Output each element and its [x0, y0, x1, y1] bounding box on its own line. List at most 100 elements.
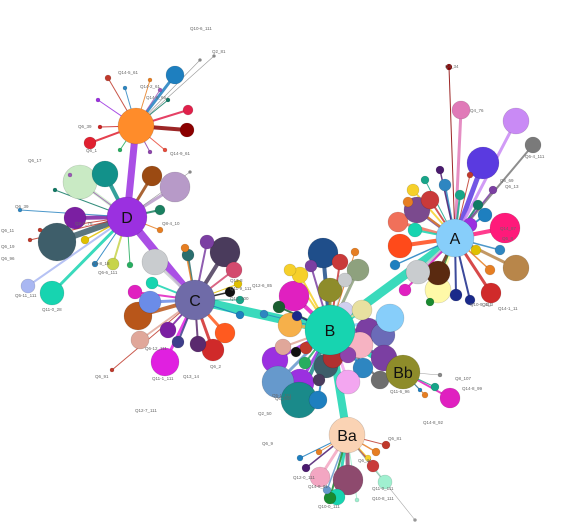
leaf-label: Q14-9_81 [308, 484, 329, 489]
leaf-node-bb [430, 382, 440, 392]
leaf-node-o [165, 65, 185, 85]
leaf-label: Q6_3 [482, 302, 494, 307]
leaf-node-d [39, 280, 65, 306]
leaf-label: Q6_17 [28, 158, 42, 163]
leaf-node-d [27, 237, 33, 243]
leaf-node-c [199, 234, 215, 250]
leaf-label: Q11-9_111 [230, 286, 252, 291]
leaf-label: Q10-0_111 [318, 504, 340, 509]
leaf-node-a [435, 165, 445, 175]
leaf-node-o [165, 97, 171, 103]
leaf-node-d [37, 222, 77, 262]
leaf-node-ba [366, 459, 380, 473]
leaf-node-a [387, 233, 413, 259]
labels-layer: A B Bb Ba C D Q10-6_111 Q2_81 Q14-5_61 Q14-2_61 Q1… [1, 26, 545, 509]
edge-D-leaf [27, 216, 128, 287]
leaf-node-b [331, 253, 349, 271]
leaf-node-a [464, 294, 476, 306]
hub-label-ba: Ba [337, 428, 357, 445]
leaf-label: Q6-6_111 [98, 270, 118, 275]
leaf-node-a [445, 63, 453, 71]
leaf-node-bb [437, 372, 443, 378]
hub-label-bb: Bb [393, 365, 413, 382]
leaf-label: Q5-11_111 [15, 293, 37, 298]
leaf-node-b [375, 303, 405, 333]
leaf-node-d [91, 160, 119, 188]
nodes-layer [17, 54, 542, 522]
leaf-node-a [420, 175, 430, 185]
leaf-node-ba [309, 466, 331, 488]
leaf-node-c [189, 335, 207, 353]
leaf-label: Q6_11 [1, 228, 15, 233]
leaf-label: Q5-1_111 [272, 393, 292, 398]
hub-node-orange [117, 107, 155, 145]
leaf-node-ba [301, 463, 311, 473]
edge-A-leaf [453, 108, 463, 240]
leaf-label: Q6_39 [15, 204, 29, 209]
leaf-label: Q14-8_99 [462, 386, 483, 391]
leaf-node-d [17, 207, 23, 213]
leaf-node-c [235, 310, 245, 320]
leaf-node-ba [364, 454, 372, 462]
leaf-label: Q12-0_111 [293, 475, 315, 480]
leaf-node-o [182, 104, 194, 116]
leaf-node-c [150, 347, 180, 377]
leaf-node-a [477, 207, 493, 223]
leaf-label: Q12-7_111 [135, 408, 157, 413]
leaf-node-ba [377, 474, 393, 490]
leaf-node-a [494, 244, 506, 256]
leaf-node-b [351, 299, 373, 321]
leaf-node-d [62, 164, 98, 200]
leaf-node-a [502, 254, 530, 282]
leaf-node-d [91, 260, 99, 268]
leaf-node-d [106, 257, 120, 271]
leaf-label: Q6_19 [1, 244, 15, 249]
leaf-node-c [233, 279, 243, 289]
leaf-label: Q6_91 [95, 374, 109, 379]
leaf-node-a [406, 183, 420, 197]
leaf-node-bb [421, 391, 429, 399]
leaf-node-b [312, 373, 326, 387]
leaf-label: Q13_14 [183, 374, 200, 379]
hub-label-a: A [450, 231, 461, 248]
leaf-node-ba [322, 485, 332, 495]
hub-node-bb [385, 354, 421, 390]
leaf-label: Q12-6_85 [252, 283, 273, 288]
hub-label-c: C [189, 293, 201, 310]
leaf-node-b [290, 346, 302, 358]
leaf-label: Q14_87 [500, 226, 517, 231]
leaf-label: Q6-4_111 [525, 154, 545, 159]
leaf-node-a [470, 244, 482, 256]
leaf-node-a [451, 100, 471, 120]
leaf-node-a [502, 107, 530, 135]
leaf-node-b [274, 338, 292, 356]
leaf-node-o [122, 85, 128, 91]
leaf-label: Q6_96 [1, 256, 15, 261]
leaf-node-a [484, 264, 496, 276]
hub-node-d [106, 196, 148, 238]
leaf-label: Q11-0_28 [42, 307, 62, 312]
leaf-label: Q6_39 [78, 124, 92, 129]
leaf-node-o [97, 124, 103, 130]
leaf-label: Q6_13 [505, 184, 519, 189]
leaf-node-a [420, 190, 440, 210]
leaf-label: Q10-9_111 [470, 302, 492, 307]
leaf-node-b [272, 300, 286, 314]
leaf-node-c [180, 243, 190, 253]
leaf-node-a [524, 136, 542, 154]
leaf-node-a [387, 211, 409, 233]
hub-node-b [304, 304, 356, 356]
leaf-node-o [83, 136, 97, 150]
leaf-node-a [488, 185, 498, 195]
leaf-label: Q6_2 [210, 364, 222, 369]
edge-A-leaf [453, 119, 518, 240]
leaf-label: Q6_100 [275, 396, 292, 401]
leaf-label: Q13_100 [230, 296, 249, 301]
leaf-node-a [472, 199, 484, 211]
leaf-node-a [466, 171, 474, 179]
leaf-label: Q14-6_66 [146, 95, 167, 100]
leaf-label: Q11-0_111 [372, 486, 394, 491]
leaf-node-c [141, 248, 169, 276]
leaf-node-d [67, 172, 73, 178]
leaf-node-d [63, 206, 87, 230]
